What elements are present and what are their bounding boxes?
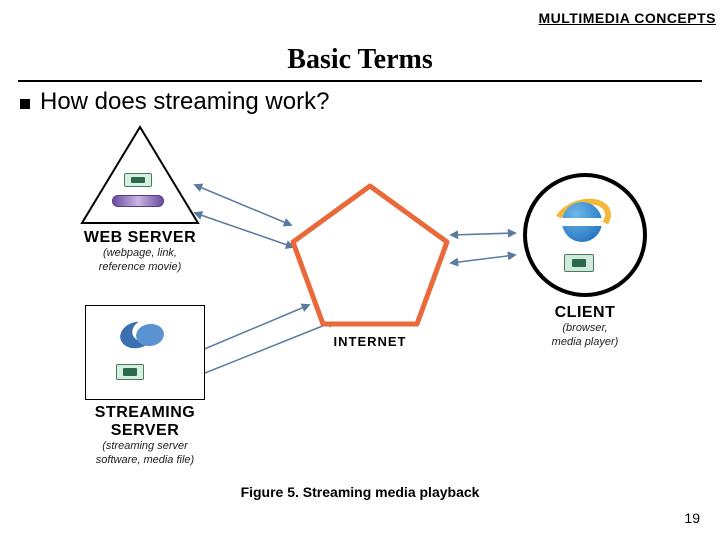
webserver-title: WEB SERVER (65, 229, 215, 247)
real-badge-icon (116, 364, 144, 380)
bullet-square-icon (20, 99, 30, 109)
webserver-subtitle: (webpage, link,reference movie) (65, 247, 215, 275)
bullet-row: How does streaming work? (20, 88, 329, 116)
client-subtitle: (browser,media player) (510, 322, 660, 350)
media-bar-icon (112, 195, 164, 207)
client-circle-icon (520, 170, 650, 300)
title-wrap: Basic Terms (0, 44, 720, 78)
streamserver-subtitle: (streaming serversoftware, media file) (65, 440, 225, 468)
figure-caption: Figure 5. Streaming media playback (0, 484, 720, 500)
node-client: CLIENT (browser,media player) (510, 170, 660, 350)
streamserver-rect-icon (85, 305, 205, 400)
internet-title: INTERNET (280, 334, 460, 349)
internet-pentagon-icon (285, 180, 455, 330)
page-title: Basic Terms (283, 44, 436, 78)
node-streamserver: STREAMINGSERVER (streaming serversoftwar… (65, 305, 225, 468)
bullet-text: How does streaming work? (40, 88, 329, 116)
title-underline (18, 80, 702, 82)
webserver-triangle-icon (80, 125, 200, 225)
diagram: WEB SERVER (webpage, link,reference movi… (55, 125, 665, 465)
header-label: MULTIMEDIA CONCEPTS (539, 10, 717, 26)
streamserver-title: STREAMINGSERVER (65, 404, 225, 440)
real-badge-icon (564, 254, 594, 272)
node-webserver: WEB SERVER (webpage, link,reference movi… (65, 125, 215, 275)
ie-logo-icon (554, 194, 610, 250)
client-title: CLIENT (510, 304, 660, 322)
page-number: 19 (684, 510, 700, 526)
real-badge-icon (124, 173, 152, 187)
swirl-icon (114, 318, 174, 358)
node-internet: INTERNET (280, 180, 460, 349)
